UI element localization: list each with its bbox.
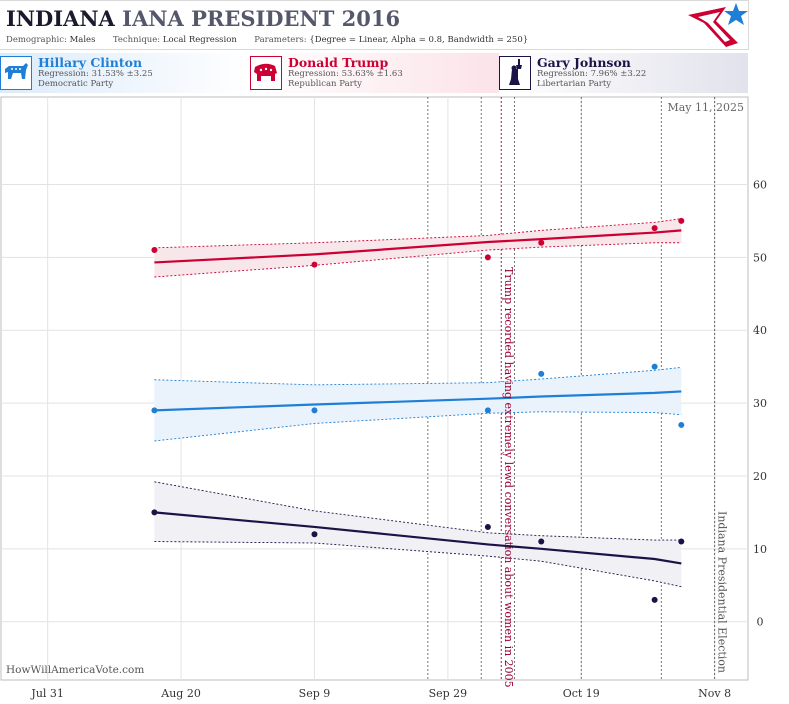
confidence-band <box>154 481 682 587</box>
poll-point <box>651 225 658 232</box>
date-stamp: May 11, 2025 <box>667 101 744 114</box>
annotation-label: Indiana Presidential Election <box>716 511 729 673</box>
band-upper-line <box>154 481 682 541</box>
x-tick-label: Aug 20 <box>160 687 201 700</box>
candidate-party: Libertarian Party <box>537 79 612 89</box>
trend-line <box>154 390 682 412</box>
poll-point <box>311 531 318 538</box>
technique-value: Local Regression <box>162 35 237 45</box>
band-lower-line <box>154 242 682 278</box>
poll-point <box>678 217 685 224</box>
title-rest: IANA PRESIDENT 2016 <box>122 6 401 31</box>
poll-point <box>651 363 658 370</box>
x-tick-label: Sep 29 <box>429 687 468 700</box>
chart-header: INDIANA IANA PRESIDENT 2016 Demographic:… <box>0 0 749 50</box>
y-tick-label: 20 <box>753 470 767 483</box>
poll-point <box>151 509 158 516</box>
donkey-icon <box>0 56 32 90</box>
band-upper-line <box>154 366 682 386</box>
trend-line <box>154 511 682 565</box>
poll-point <box>538 370 545 377</box>
y-tick-label: 10 <box>753 543 767 556</box>
y-tick-label: 30 <box>753 397 767 410</box>
candidate-regression: Regression: 7.96% ±3.22 <box>537 69 647 79</box>
annotation-label: Trump recorded having extremely lewd con… <box>502 267 515 688</box>
candidate-party: Democratic Party <box>38 79 114 89</box>
confidence-band <box>154 367 682 441</box>
y-tick-label: 40 <box>753 324 767 337</box>
elephant-icon <box>250 56 282 90</box>
poll-point <box>678 421 685 428</box>
parameters-value: {Degree = Linear, Alpha = 0.8, Bandwidth… <box>309 35 529 45</box>
poll-point <box>311 407 318 414</box>
poll-point <box>151 247 158 254</box>
poll-point <box>484 254 491 261</box>
candidate-name: Hillary Clinton <box>38 55 143 70</box>
poll-point <box>538 538 545 545</box>
title-state: INDIANA <box>6 6 115 31</box>
technique-label: Technique: <box>112 35 161 45</box>
demographic-label: Demographic: <box>6 35 67 45</box>
watermark: HowWillAmericaVote.com <box>6 664 144 676</box>
poll-point <box>538 239 545 246</box>
trend-line <box>154 229 682 264</box>
x-tick-label: Sep 9 <box>299 687 331 700</box>
x-tick-label: Oct 19 <box>563 687 600 700</box>
poll-point <box>678 538 685 545</box>
candidate-card-trump: Donald Trump Regression: 53.63% ±1.63 Re… <box>250 53 499 93</box>
candidate-name: Gary Johnson <box>537 55 631 70</box>
y-tick-label: 50 <box>753 251 767 264</box>
statue-of-liberty-icon <box>499 56 531 90</box>
y-tick-label: 60 <box>753 178 767 191</box>
candidate-legend: Hillary Clinton Regression: 31.53% ±3.25… <box>0 53 749 93</box>
band-lower-line <box>154 411 682 442</box>
poll-point <box>311 261 318 268</box>
candidate-party: Republican Party <box>288 79 362 89</box>
candidate-card-johnson: Gary Johnson Regression: 7.96% ±3.22 Lib… <box>499 53 748 93</box>
poll-point <box>484 523 491 530</box>
poll-point <box>151 407 158 414</box>
candidate-regression: Regression: 53.63% ±1.63 <box>288 69 403 79</box>
parameters-label: Parameters: <box>254 35 307 45</box>
band-lower-line <box>154 541 682 588</box>
poll-point <box>484 407 491 414</box>
candidate-name: Donald Trump <box>288 55 389 70</box>
site-logo-icon <box>688 3 748 47</box>
x-tick-label: Jul 31 <box>30 687 64 700</box>
poll-chart: Trump recorded having extremely lewd con… <box>0 96 767 700</box>
demographic-value: Males <box>69 35 96 45</box>
x-tick-label: Nov 8 <box>698 687 731 700</box>
page-title: INDIANA IANA PRESIDENT 2016 <box>6 6 400 31</box>
candidate-regression: Regression: 31.53% ±3.25 <box>38 69 153 79</box>
band-upper-line <box>154 218 682 249</box>
candidate-card-clinton: Hillary Clinton Regression: 31.53% ±3.25… <box>0 53 249 93</box>
poll-point <box>651 596 658 603</box>
y-tick-label: 0 <box>757 616 764 629</box>
parameters-line: Demographic: Males Technique: Local Regr… <box>6 35 528 45</box>
